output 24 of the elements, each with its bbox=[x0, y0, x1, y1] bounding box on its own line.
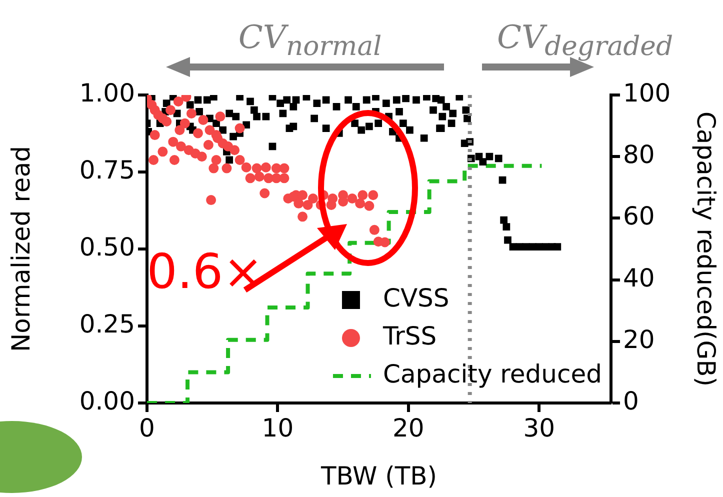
y-axis-title: Normalized read bbox=[6, 146, 36, 352]
legend-label: CVSS bbox=[382, 284, 450, 312]
text: CV$_{degraded}$ bbox=[496, 18, 674, 62]
y2-tick-label: 40 bbox=[623, 263, 655, 292]
y2-tick-label: 20 bbox=[623, 324, 655, 354]
y2-tick-label: 0 bbox=[623, 386, 639, 416]
y2-tick-label: 80 bbox=[623, 140, 655, 170]
y-tick-label: 0.50 bbox=[79, 232, 135, 262]
legend-label: Capacity reduced bbox=[382, 360, 602, 388]
annotation: 0.6× bbox=[146, 244, 264, 300]
x-tick-label: 20 bbox=[392, 414, 424, 442]
y2-tick-label: 100 bbox=[623, 78, 671, 108]
y-tick-label: 0.25 bbox=[79, 310, 135, 338]
y-tick-label: 0.75 bbox=[79, 156, 135, 184]
x-axis-title: TBW (TB) bbox=[320, 462, 438, 490]
legend-label: TrSS bbox=[382, 322, 437, 350]
y2-axis-title: Capacity reduced(GB) bbox=[692, 111, 720, 387]
text: CV$_{normal}$ bbox=[238, 18, 382, 62]
y-tick-label: 0.00 bbox=[79, 386, 135, 416]
x-tick-label: 0 bbox=[139, 414, 155, 442]
y-tick-label: 1.00 bbox=[79, 78, 135, 108]
y2-tick-label: 60 bbox=[623, 202, 655, 231]
x-tick-label: 30 bbox=[523, 414, 556, 442]
x-tick-label: 10 bbox=[262, 414, 294, 442]
